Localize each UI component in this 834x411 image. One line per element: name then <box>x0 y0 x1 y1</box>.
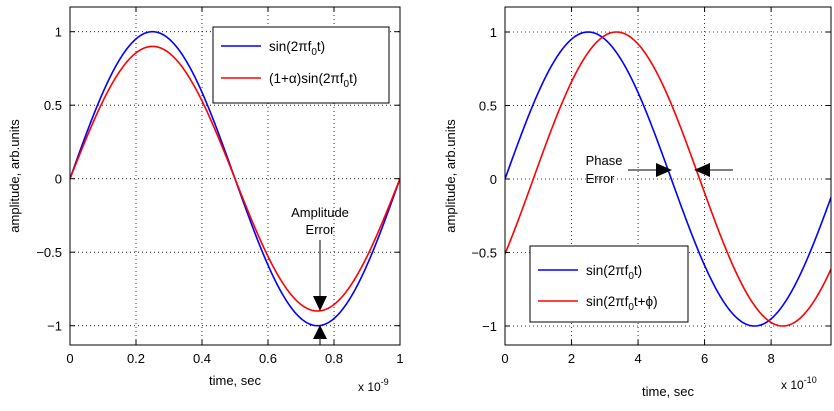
y-tick-label: −1 <box>482 319 497 334</box>
y-tick-label: 0 <box>490 172 497 187</box>
chart-amplitude-error: 0 0.2 0.4 0.6 0.8 1 −1 −0.5 0 0.5 1 time, sec amplit… <box>7 6 404 394</box>
y-tick-label: 1 <box>490 25 497 40</box>
legend-label-sub: 0 <box>628 271 634 282</box>
annotation-arrowhead-left <box>694 163 710 177</box>
x-tick-label: 0.2 <box>127 351 145 366</box>
y-tick-label: 0 <box>55 172 62 187</box>
legend-label-main: (1+α)sin(2πf <box>269 71 344 86</box>
annotation-text: Amplitude <box>291 205 349 220</box>
chart-phase-error: 0 2 4 6 8 −1 −0.5 0 0.5 1 time, sec amplitude, arb.… <box>443 6 832 399</box>
legend-label-tail: t) <box>634 263 642 278</box>
x-multiplier-label: x 10-9 <box>358 377 389 394</box>
x-multiplier-exponent: -9 <box>381 377 389 387</box>
legend-label-tail: t) <box>349 71 357 86</box>
legend-label-1: sin(2πf0t) <box>586 263 642 282</box>
y-tick-label: 1 <box>55 25 62 40</box>
x-tick-label: 0 <box>501 351 508 366</box>
legend-label-1: sin(2πf0t) <box>269 39 325 58</box>
series-line-2 <box>505 31 831 327</box>
x-axis-label: time, sec <box>642 384 695 399</box>
axes-box <box>504 6 832 346</box>
y-tick-label: −1 <box>47 319 62 334</box>
y-tick-label: 0.5 <box>479 99 497 114</box>
x-tick-label: 0.8 <box>325 351 343 366</box>
x-multiplier-exponent: -10 <box>804 375 817 385</box>
x-tick-label: 0.4 <box>193 351 211 366</box>
x-tick-label: 4 <box>634 351 641 366</box>
legend-label-main: sin(2πf <box>269 39 312 54</box>
x-axis-label: time, sec <box>209 373 262 388</box>
x-tick-label: 8 <box>768 351 775 366</box>
legend-box <box>212 26 390 104</box>
x-tick-label: 0 <box>66 351 73 366</box>
y-axis-label: amplitude, arb.units <box>7 119 22 233</box>
annotation-text: Error <box>306 222 336 237</box>
x-multiplier-label: x 10-10 <box>781 375 817 392</box>
legend-label-sub: 0 <box>344 79 350 90</box>
annotation-arrowhead-right <box>656 163 672 177</box>
annotation-arrowhead-up <box>313 325 327 339</box>
legend-label-main: sin(2πf <box>586 263 629 278</box>
y-tick-label: −0.5 <box>36 245 62 260</box>
y-axis-label: amplitude, arb.units <box>443 119 458 233</box>
x-tick-label: 2 <box>568 351 575 366</box>
annotation-text: Phase <box>586 153 623 168</box>
x-tick-label: 6 <box>701 351 708 366</box>
annotation-arrowhead-down <box>313 296 327 311</box>
y-tick-label: −0.5 <box>471 246 497 261</box>
legend-label-sub: 0 <box>311 47 317 58</box>
series-line-2 <box>70 45 400 312</box>
axes-box <box>69 6 401 346</box>
legend-label-2: (1+α)sin(2πf0t) <box>269 71 357 90</box>
legend-label-sub: 0 <box>628 302 634 313</box>
legend-label-tail: t+ϕ) <box>634 294 658 309</box>
x-tick-label: 1 <box>396 351 403 366</box>
legend-box <box>529 245 689 323</box>
legend-label-tail: t) <box>317 39 325 54</box>
legend-label-main: sin(2πf <box>586 294 629 309</box>
y-tick-label: 0.5 <box>44 98 62 113</box>
x-tick-label: 0.6 <box>259 351 277 366</box>
grid <box>505 7 831 345</box>
annotation-text: Error <box>586 171 616 186</box>
legend-label-2: sin(2πf0t+ϕ) <box>586 294 658 313</box>
